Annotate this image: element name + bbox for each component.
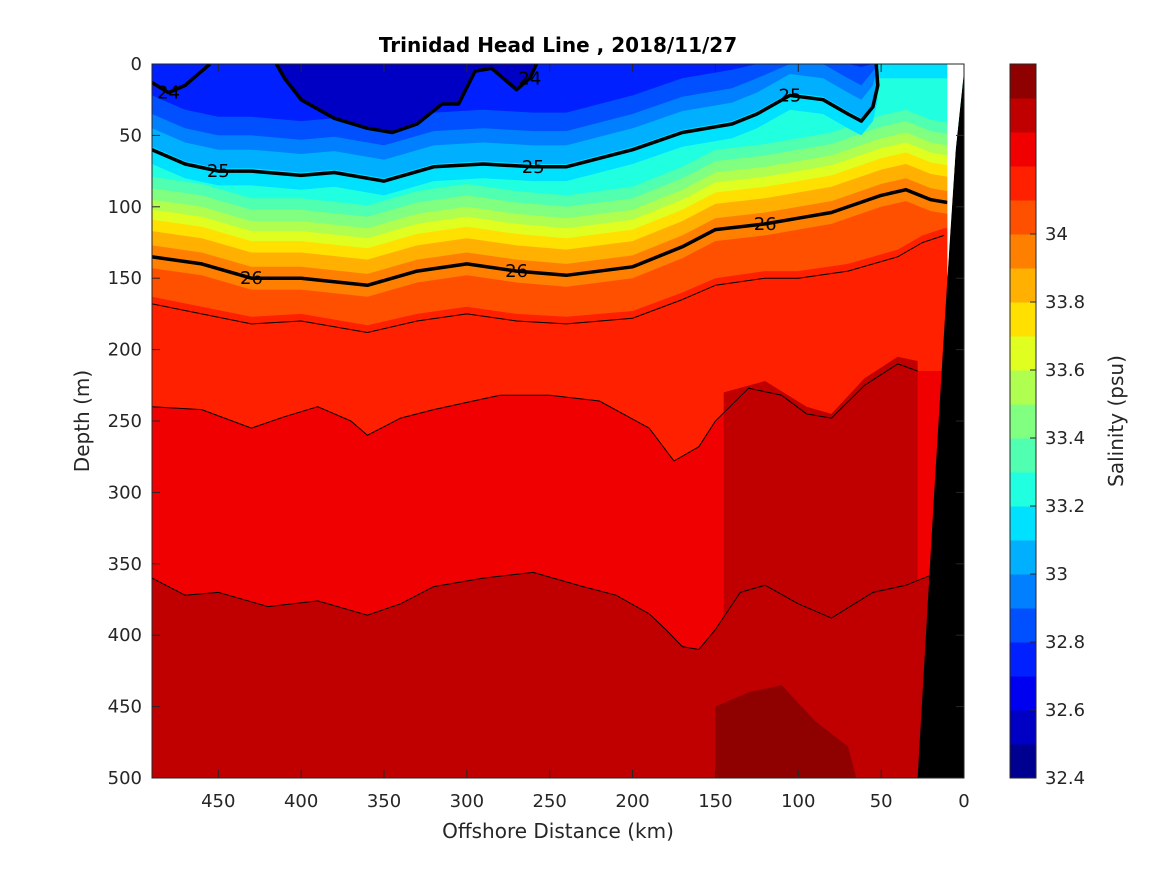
y-tick-label: 250 [108, 411, 142, 432]
colorbar-tick-label: 34 [1045, 224, 1068, 245]
isopycnal-label-5: 25 [779, 85, 802, 106]
y-tick-label: 0 [131, 54, 142, 75]
band-34-2-shelf [723, 356, 918, 778]
isopycnal-25-2 [152, 64, 880, 183]
colorbar-swatch [1010, 574, 1036, 609]
colorbar-swatch [1010, 200, 1036, 235]
colorbar-swatch [1010, 234, 1036, 269]
isopycnal-lines [152, 64, 951, 650]
colorbar-swatch [1010, 744, 1036, 779]
y-tick-label: 100 [108, 197, 142, 218]
colorbar-tick-label: 33 [1045, 564, 1068, 585]
colorbar-swatch [1010, 608, 1036, 643]
colorbar-swatch [1010, 506, 1036, 541]
y-tick-label: 500 [108, 768, 142, 789]
isopycnal-24-1 [274, 64, 539, 135]
colorbar-swatch [1010, 166, 1036, 201]
x-tick-label: 0 [958, 791, 969, 812]
x-tick-label: 350 [367, 791, 401, 812]
colorbar-swatch [1010, 540, 1036, 575]
isopycnal-label-1: 24 [157, 83, 180, 104]
x-tick-label: 400 [284, 791, 318, 812]
seafloor-bathymetry [917, 71, 964, 778]
colorbar-tick-label: 33.2 [1045, 496, 1085, 517]
isopycnal-label-3: 25 [207, 161, 230, 182]
band-fresh-core [276, 64, 537, 133]
y-tick-label: 400 [108, 625, 142, 646]
colorbar-tick-label: 32.4 [1045, 768, 1085, 789]
no-data-region [947, 64, 964, 279]
colorbar-tick-label: 32.6 [1045, 700, 1085, 721]
x-tick-label: 50 [870, 791, 893, 812]
colorbar-swatch [1010, 64, 1036, 99]
colorbar-tick-label: 33.6 [1045, 360, 1085, 381]
colorbar-swatch [1010, 302, 1036, 337]
colorbar-tick-label: 32.8 [1045, 632, 1085, 653]
colorbar-swatch [1010, 642, 1036, 677]
isopycnal-label-4: 25 [522, 157, 545, 178]
chart-title: Trinidad Head Line , 2018/11/27 [379, 33, 737, 57]
colorbar [1010, 64, 1036, 779]
colorbar-label: Salinity (psu) [1104, 355, 1128, 487]
colorbar-swatch [1010, 472, 1036, 507]
band-34-3-shelf [715, 685, 857, 778]
colorbar-swatch [1010, 404, 1036, 439]
colorbar-swatch [1010, 268, 1036, 303]
y-tick-label: 150 [108, 268, 142, 289]
colorbar-tick-label: 33.4 [1045, 428, 1085, 449]
isopycnal-label-6: 26 [240, 268, 263, 289]
colorbar-swatch [1010, 438, 1036, 473]
colorbar-swatch [1010, 98, 1036, 133]
y-axis-label: Depth (m) [70, 370, 94, 472]
isopycnal-26-4-5 [152, 363, 918, 462]
colorbar-frame [1009, 63, 1037, 779]
y-tick-label: 350 [108, 554, 142, 575]
isopycnal-label-7: 26 [505, 261, 528, 282]
y-tick-label: 50 [119, 125, 142, 146]
x-tick-label: 100 [781, 791, 815, 812]
isopycnal-label-8: 26 [754, 214, 777, 235]
colorbar-tick-label: 33.8 [1045, 292, 1085, 313]
colorbar-swatch [1010, 676, 1036, 711]
x-tick-label: 150 [698, 791, 732, 812]
salinity-contour-fills [152, 64, 964, 778]
isopycnal-labels: 24 24 25 25 25 26 26 26 [157, 68, 801, 289]
y-tick-label: 450 [108, 697, 142, 718]
isopycnal-26-3 [152, 187, 948, 288]
isopycnal-24-0 [152, 64, 212, 95]
x-tick-label: 250 [533, 791, 567, 812]
plot-area [152, 64, 964, 778]
x-tick-label: 300 [450, 791, 484, 812]
y-axis-ticks: 0 50 100 150 200 250 300 350 400 450 500 [108, 54, 964, 789]
isopycnal-26-6-6 [152, 570, 951, 650]
x-axis-label: Offshore Distance (km) [442, 819, 674, 843]
x-tick-label: 450 [201, 791, 235, 812]
colorbar-swatch [1010, 132, 1036, 167]
x-axis-ticks: 450 400 350 300 250 200 150 100 50 0 [201, 64, 970, 812]
colorbar-swatch [1010, 710, 1036, 745]
isopycnal-label-2: 24 [518, 68, 541, 89]
colorbar-ticks: 32.4 32.6 32.8 33 33.2 33.4 33.6 33.8 34 [1030, 224, 1085, 789]
colorbar-swatch [1010, 370, 1036, 405]
y-tick-label: 200 [108, 340, 142, 361]
isopycnal-26-2-4 [152, 234, 945, 333]
y-tick-label: 300 [108, 482, 142, 503]
x-tick-label: 200 [615, 791, 649, 812]
colorbar-swatch [1010, 336, 1036, 371]
